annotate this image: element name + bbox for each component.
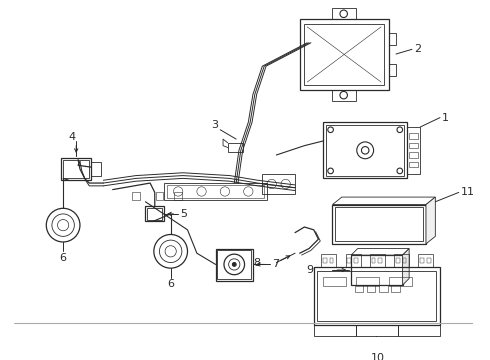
Bar bbox=[326, 125, 404, 176]
Text: 10: 10 bbox=[371, 353, 385, 360]
Bar bbox=[156, 192, 163, 200]
Bar bbox=[91, 162, 100, 176]
Bar bbox=[370, 254, 385, 267]
Polygon shape bbox=[426, 197, 435, 244]
Bar bbox=[378, 258, 382, 264]
Bar bbox=[304, 24, 384, 85]
Bar bbox=[330, 258, 333, 264]
Polygon shape bbox=[332, 197, 435, 204]
Bar bbox=[396, 258, 400, 264]
Bar bbox=[146, 206, 164, 221]
Bar bbox=[321, 254, 336, 267]
Bar bbox=[323, 122, 407, 179]
Bar bbox=[174, 192, 182, 200]
Bar bbox=[347, 258, 351, 264]
Bar bbox=[418, 254, 434, 267]
Bar bbox=[398, 325, 440, 337]
Text: 6: 6 bbox=[167, 279, 174, 289]
Bar bbox=[314, 267, 440, 325]
Bar bbox=[392, 285, 400, 292]
Polygon shape bbox=[403, 248, 409, 285]
Bar bbox=[356, 276, 379, 286]
Bar bbox=[323, 258, 327, 264]
Bar bbox=[409, 134, 418, 139]
Bar bbox=[389, 276, 412, 286]
Bar bbox=[409, 143, 418, 148]
Bar bbox=[300, 19, 389, 90]
Polygon shape bbox=[351, 248, 409, 255]
Bar bbox=[379, 285, 388, 292]
Text: 11: 11 bbox=[461, 188, 475, 197]
Bar bbox=[335, 207, 423, 241]
Bar bbox=[403, 258, 406, 264]
Bar bbox=[427, 258, 431, 264]
Bar bbox=[216, 248, 253, 281]
Bar bbox=[314, 325, 356, 337]
Bar bbox=[332, 90, 356, 101]
Bar bbox=[355, 285, 363, 292]
Bar bbox=[318, 271, 436, 321]
Text: 7: 7 bbox=[271, 260, 279, 269]
Bar bbox=[164, 183, 267, 200]
Text: 8: 8 bbox=[253, 257, 260, 267]
Bar bbox=[354, 258, 358, 264]
Bar bbox=[345, 254, 361, 267]
Bar bbox=[420, 258, 424, 264]
Bar bbox=[167, 185, 264, 198]
Text: 4: 4 bbox=[69, 132, 76, 142]
Bar bbox=[323, 276, 346, 286]
Ellipse shape bbox=[232, 262, 236, 266]
Bar bbox=[356, 325, 398, 337]
Bar bbox=[389, 64, 396, 76]
Text: 6: 6 bbox=[59, 253, 66, 263]
Text: 3: 3 bbox=[211, 120, 218, 130]
Text: 9: 9 bbox=[306, 265, 314, 275]
Bar bbox=[262, 174, 295, 194]
Bar bbox=[63, 160, 89, 179]
Bar bbox=[147, 208, 162, 220]
Text: 1: 1 bbox=[442, 113, 449, 123]
Bar bbox=[394, 254, 409, 267]
Text: 5: 5 bbox=[180, 209, 187, 219]
Bar bbox=[389, 33, 396, 45]
Bar bbox=[407, 127, 420, 174]
Bar bbox=[351, 255, 403, 285]
Bar bbox=[409, 162, 418, 167]
Bar bbox=[61, 158, 91, 180]
Bar bbox=[409, 152, 418, 158]
Bar bbox=[132, 192, 140, 200]
Text: 2: 2 bbox=[414, 44, 421, 54]
Bar bbox=[332, 204, 426, 244]
Bar bbox=[218, 251, 251, 279]
Bar bbox=[367, 285, 375, 292]
Bar bbox=[372, 258, 375, 264]
Bar bbox=[332, 8, 356, 19]
Bar bbox=[228, 143, 243, 152]
